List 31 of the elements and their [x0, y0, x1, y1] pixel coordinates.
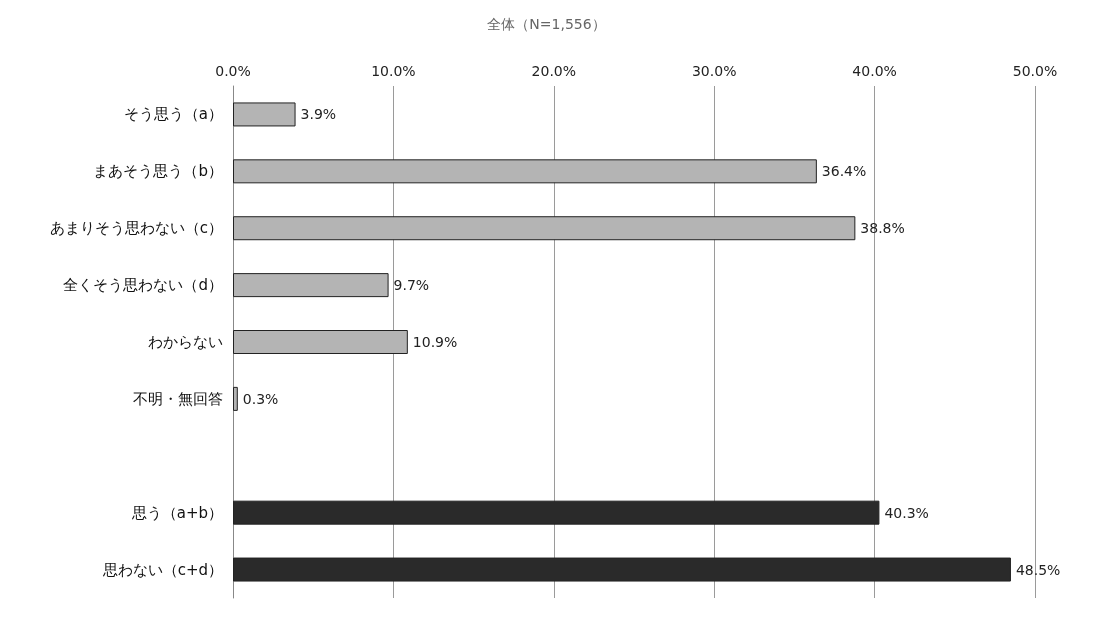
y-tick-label: まあそう思う（b）: [93, 162, 223, 181]
data-label: 38.8%: [860, 220, 905, 237]
x-tick-label: 10.0%: [371, 63, 416, 79]
y-tick-label: そう思う（a）: [123, 105, 223, 124]
bar: [233, 330, 408, 354]
data-label: 48.5%: [1015, 561, 1061, 578]
data-label: 0.3%: [242, 390, 279, 407]
x-tick-label: 40.0%: [852, 63, 897, 79]
data-label: 36.4%: [821, 163, 867, 180]
chart-title: 全体（N=1,556）: [487, 16, 606, 32]
bar: [233, 500, 880, 525]
bar: [233, 386, 238, 411]
data-label: 10.9%: [412, 334, 458, 350]
data-label: 40.3%: [884, 504, 929, 521]
y-tick-label: わからない: [148, 333, 223, 351]
x-tick-label: 0.0%: [215, 63, 251, 79]
y-tick-label: あまりそう思わない（c）: [49, 219, 223, 238]
bar: [233, 557, 1011, 582]
data-label: 9.7%: [393, 277, 430, 294]
y-tick-label: 不明・無回答: [133, 389, 223, 408]
x-tick-label: 30.0%: [691, 63, 737, 79]
y-tick-label: 思わない（c+d）: [101, 560, 223, 579]
y-tick-label: 思う（a+b）: [130, 503, 223, 522]
bar: [233, 159, 817, 184]
x-tick-label: 20.0%: [531, 63, 577, 79]
y-tick-label: 全くそう思わない（d）: [63, 276, 223, 295]
bar: [233, 273, 389, 298]
data-label: 3.9%: [300, 106, 337, 123]
bar: [233, 216, 856, 241]
x-tick-label: 50.0%: [1012, 63, 1058, 79]
bar: [233, 102, 296, 127]
